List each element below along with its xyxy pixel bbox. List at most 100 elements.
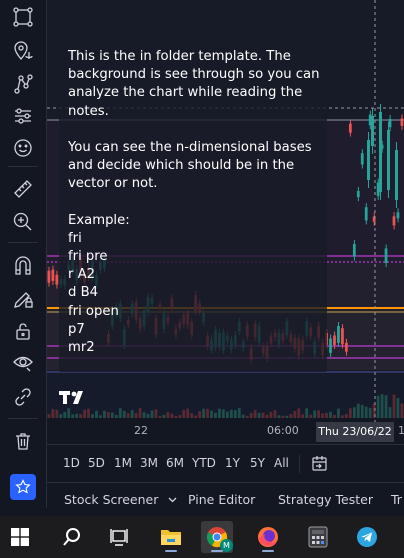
range-button-1y[interactable]: 1Y (225, 456, 240, 470)
volume-bar (277, 415, 281, 418)
notes-line: fri open (68, 303, 119, 319)
volume-bar (317, 410, 320, 418)
node-path-icon[interactable] (10, 71, 36, 97)
volume-bar (158, 415, 162, 418)
volume-bar (269, 411, 273, 418)
ruler-icon[interactable] (10, 176, 36, 202)
chart-area[interactable]: This is the in folder template. The backg… (47, 0, 404, 444)
candle (400, 118, 404, 126)
volume-bar (99, 415, 102, 418)
search-icon[interactable] (56, 521, 88, 553)
volume-bar (293, 410, 297, 418)
task-view-icon[interactable] (103, 521, 135, 553)
candle (368, 114, 372, 126)
calendar-range-icon[interactable] (310, 454, 330, 474)
chrome-icon[interactable]: M (201, 521, 233, 553)
magnet-icon[interactable] (10, 253, 36, 279)
zone-band (47, 370, 404, 418)
range-divider (299, 455, 300, 473)
link-icon[interactable] (10, 384, 36, 410)
candle (392, 216, 396, 226)
notes-line: fri (68, 230, 82, 246)
tab-pine-editor[interactable]: Pine Editor (188, 492, 256, 507)
candle (360, 153, 364, 165)
volume-bar (107, 412, 110, 418)
tab-strategy-tester[interactable]: Strategy Tester (278, 492, 373, 507)
volume-bar (368, 407, 372, 418)
volume-bar (341, 415, 344, 418)
chevron-down-icon[interactable] (168, 492, 177, 507)
volume-bar (237, 408, 241, 418)
sliders-icon[interactable] (10, 103, 36, 129)
volume-bar (297, 408, 301, 418)
volume-bar (198, 411, 201, 418)
candle (396, 212, 400, 219)
volume-bar (372, 403, 376, 418)
volume-bar (150, 410, 154, 418)
volume-bar (360, 404, 364, 418)
date-range-bar: 1D 5D 1M 3M 6M YTD 1Y 5Y All (47, 444, 404, 483)
candle (341, 328, 344, 345)
candle (380, 144, 384, 149)
volume-bar (122, 410, 126, 418)
volume-bar (166, 412, 170, 418)
notes-line: p7 (68, 321, 85, 337)
volume-bar (146, 413, 150, 418)
range-button-5y[interactable]: 5Y (250, 456, 265, 470)
candle (329, 338, 332, 353)
range-button-ytd[interactable]: YTD (192, 456, 216, 470)
volume-bar (241, 414, 245, 418)
volume-bar (305, 408, 309, 418)
toolbar-divider (8, 166, 38, 167)
pencil-lock-icon[interactable] (10, 286, 36, 312)
volume-bar (83, 409, 86, 418)
time-tick-label: 12 (398, 424, 404, 437)
time-tick-label: 22 (134, 424, 148, 437)
candle (352, 244, 356, 257)
range-button-5d[interactable]: 5D (88, 456, 105, 470)
volume-bar (337, 408, 340, 418)
volume-bar (348, 408, 352, 418)
volume-bar (91, 414, 94, 418)
volume-bar (249, 412, 253, 418)
calculator-icon[interactable] (302, 521, 334, 553)
range-button-6m[interactable]: 6M (166, 456, 184, 470)
candle (51, 269, 55, 281)
zoom-in-icon[interactable] (10, 209, 36, 235)
volume-bar (376, 395, 380, 418)
pin-anchor-icon[interactable] (10, 38, 36, 64)
volume-bar (210, 410, 213, 418)
range-button-1d[interactable]: 1D (63, 456, 80, 470)
lock-icon[interactable] (10, 318, 36, 344)
tradingview-logo-icon[interactable] (59, 390, 89, 410)
range-button-3m[interactable]: 3M (140, 456, 158, 470)
range-button-1m[interactable]: 1M (114, 456, 132, 470)
volume-bars (47, 394, 404, 418)
volume-bar (301, 414, 305, 418)
range-button-all[interactable]: All (274, 456, 289, 470)
tab-stock-screener[interactable]: Stock Screener (64, 492, 177, 507)
candle (395, 150, 398, 200)
crosshair-icon[interactable] (10, 4, 36, 30)
volume-bar (214, 412, 217, 418)
volume-bar (206, 408, 209, 418)
volume-bar (265, 414, 269, 418)
telegram-icon[interactable] (351, 521, 383, 553)
running-indicator (262, 550, 274, 552)
volume-bar (55, 409, 59, 418)
eye-icon[interactable] (10, 349, 36, 375)
trash-icon[interactable] (10, 428, 36, 454)
star-icon[interactable] (10, 474, 36, 500)
time-tick-label: 06:00 (267, 424, 299, 437)
volume-bar (118, 408, 122, 418)
running-indicator (211, 550, 223, 552)
windows-start-icon[interactable] (4, 521, 36, 553)
notes-line: vector or not. (68, 176, 158, 192)
smiley-icon[interactable] (10, 135, 36, 161)
firefox-icon[interactable] (252, 521, 284, 553)
volume-bar (396, 398, 400, 418)
tab-trading-panel[interactable]: Tr (391, 492, 402, 507)
volume-bar (75, 413, 79, 418)
volume-bar (174, 415, 178, 418)
file-explorer-icon[interactable] (155, 521, 187, 553)
